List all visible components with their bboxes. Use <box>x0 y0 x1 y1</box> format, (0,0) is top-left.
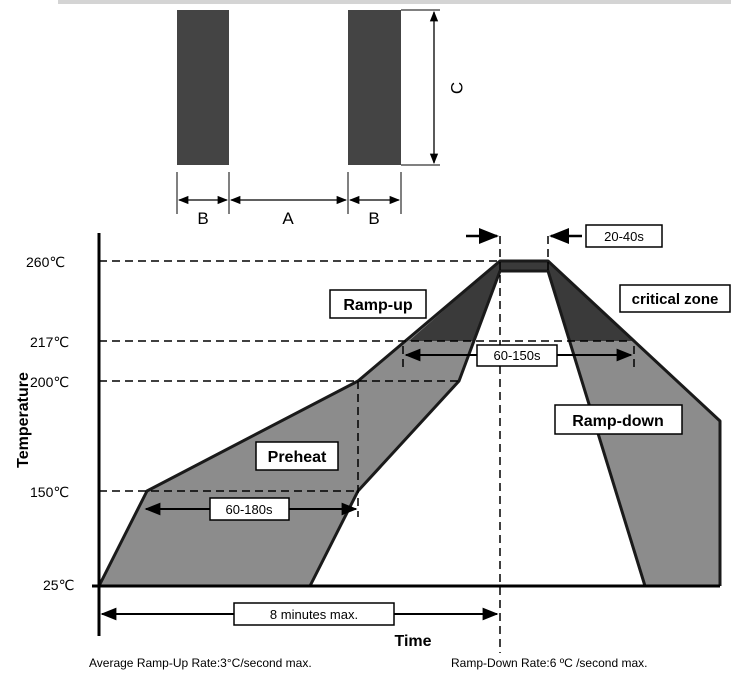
tick-150: 150℃ <box>30 484 69 500</box>
peak-duration-box <box>585 224 663 248</box>
preheat-label: Preheat <box>268 449 327 466</box>
ramp-down-label: Ramp-down <box>572 413 664 430</box>
label-c: C <box>447 82 466 94</box>
y-axis-title: Temperature <box>15 372 32 468</box>
left-pad <box>177 10 229 165</box>
reflow-profile: 260℃ 217℃ 200℃ 150℃ 25℃ Temperature Time… <box>15 224 731 653</box>
total-duration-box <box>233 602 395 626</box>
critical-zone-label: critical zone <box>632 291 719 308</box>
ramp-up-label: Ramp-up <box>343 297 413 314</box>
liquidus-box <box>476 344 558 367</box>
liquidus-duration: 60-150s <box>494 348 541 363</box>
right-pad <box>348 10 401 165</box>
label-b-right: B <box>368 209 379 228</box>
ramp-down-box <box>554 404 683 435</box>
peak-plateau <box>500 261 548 271</box>
ramp-up-box <box>329 289 427 319</box>
label-a: A <box>282 209 294 228</box>
ramp-up-rate-note: Average Ramp-Up Rate:3°C/second max. <box>89 656 312 670</box>
tick-200: 200℃ <box>30 374 69 390</box>
max-profile-line <box>97 259 722 587</box>
top-strip <box>58 0 731 4</box>
temp-guides <box>99 236 635 653</box>
label-b-left: B <box>197 209 208 228</box>
tick-260: 260℃ <box>26 254 65 270</box>
total-duration: 8 minutes max. <box>270 607 358 622</box>
x-axis-title: Time <box>394 633 431 650</box>
critical-zone-box <box>619 284 731 313</box>
peak-duration: 20-40s <box>604 229 644 244</box>
preheat-duration-box <box>209 497 290 521</box>
tick-25: 25℃ <box>43 577 74 593</box>
preheat-box <box>255 441 339 471</box>
tick-217: 217℃ <box>30 334 69 350</box>
preheat-duration: 60-180s <box>226 502 273 517</box>
ramp-down-rate-note: Ramp-Down Rate:6 ºC /second max. <box>451 656 647 670</box>
pad-drawing: C B A B <box>176 9 466 228</box>
